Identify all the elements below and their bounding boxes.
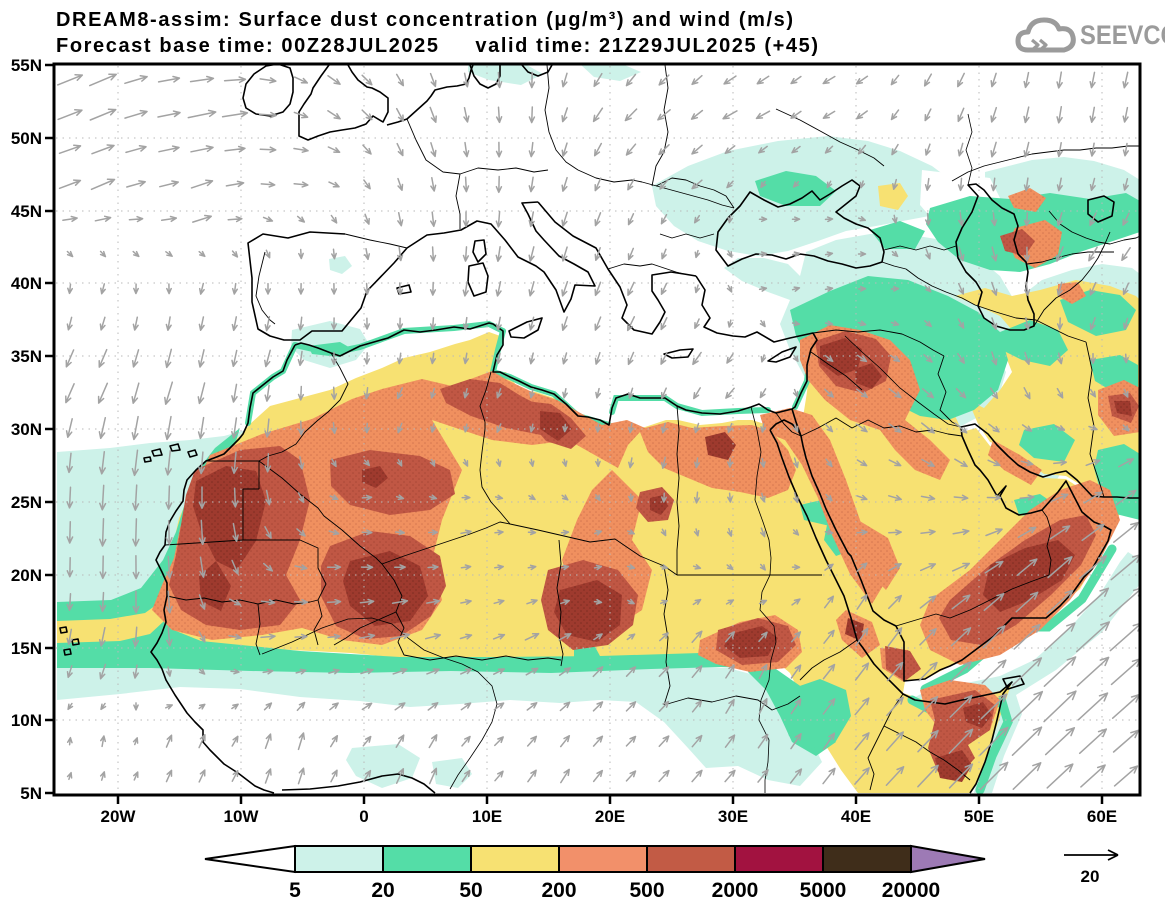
colorbar-cell bbox=[295, 846, 383, 872]
colorbar-left-arrow bbox=[205, 846, 295, 872]
colorbar-cell bbox=[559, 846, 647, 872]
coastline-ireland bbox=[243, 64, 293, 116]
lat-tick-label: 50N bbox=[11, 129, 42, 148]
lon-tick-label: 0 bbox=[359, 807, 368, 826]
lon-tick-label: 50E bbox=[964, 807, 994, 826]
forecast-map: 20W10W010E20E30E40E50E60E55N50N45N40N35N… bbox=[0, 0, 1165, 907]
lat-tick-label: 10N bbox=[11, 711, 42, 730]
lon-tick-label: 30E bbox=[718, 807, 748, 826]
colorbar-cell bbox=[647, 846, 735, 872]
dust-forecast-figure: DREAM8-assim: Surface dust concentration… bbox=[0, 0, 1165, 907]
lon-tick-label: 10W bbox=[224, 807, 260, 826]
wind-reference-value: 20 bbox=[1081, 867, 1100, 886]
colorbar: 5 20 50 200 500 2000 5000 20000 bbox=[205, 846, 985, 902]
colorbar-cell bbox=[471, 846, 559, 872]
lat-tick-label: 15N bbox=[11, 639, 42, 658]
lat-tick-label: 55N bbox=[11, 56, 42, 75]
colorbar-value: 20000 bbox=[882, 879, 940, 902]
lon-tick-label: 40E bbox=[841, 807, 871, 826]
colorbar-value: 200 bbox=[541, 879, 576, 902]
lon-tick-label: 20E bbox=[595, 807, 625, 826]
colorbar-value: 2000 bbox=[712, 879, 759, 902]
lat-tick-label: 5N bbox=[20, 784, 42, 803]
colorbar-right-arrow bbox=[911, 846, 985, 872]
colorbar-value: 5 bbox=[289, 879, 301, 902]
colorbar-cell bbox=[823, 846, 911, 872]
lat-tick-label: 35N bbox=[11, 347, 42, 366]
lat-tick-label: 25N bbox=[11, 493, 42, 512]
lon-tick-label: 60E bbox=[1087, 807, 1117, 826]
lon-tick-label: 20W bbox=[101, 807, 137, 826]
river-volga bbox=[966, 114, 972, 185]
colorbar-value: 5000 bbox=[800, 879, 847, 902]
wind-reference-arrow bbox=[1064, 850, 1118, 860]
colorbar-cell bbox=[735, 846, 823, 872]
lat-tick-label: 45N bbox=[11, 202, 42, 221]
wind-reference: 20 bbox=[1064, 850, 1118, 886]
colorbar-cell bbox=[383, 846, 471, 872]
coastline-britain bbox=[299, 65, 388, 140]
colorbar-value: 50 bbox=[459, 879, 482, 902]
lat-tick-label: 40N bbox=[11, 274, 42, 293]
colorbar-value: 500 bbox=[629, 879, 664, 902]
colorbar-value: 20 bbox=[371, 879, 394, 902]
lat-tick-label: 30N bbox=[11, 420, 42, 439]
lat-tick-label: 20N bbox=[11, 566, 42, 585]
lon-tick-label: 10E bbox=[472, 807, 502, 826]
